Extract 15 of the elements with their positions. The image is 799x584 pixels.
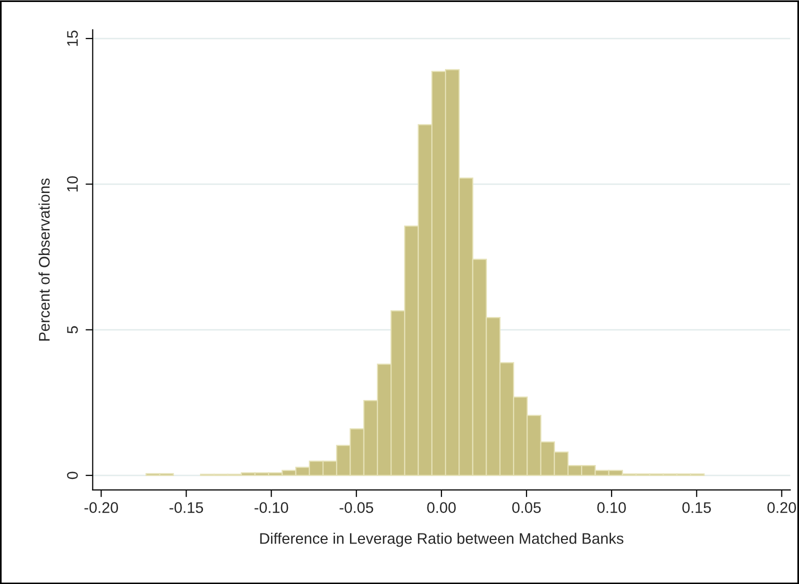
x-tick-label: 0.15	[682, 502, 711, 514]
x-tick-label: -0.15	[170, 502, 204, 514]
x-tick-label: 0.05	[512, 502, 541, 514]
x-tick-label: -0.05	[340, 502, 374, 514]
x-tick-label: -0.10	[254, 502, 288, 514]
y-tick-label: 5	[67, 326, 78, 334]
x-tick-label: 0.00	[427, 502, 456, 514]
y-tick-label: 15	[67, 30, 78, 46]
x-axis-title: Difference in Leverage Ratio between Matched Banks	[260, 532, 624, 547]
y-axis-title: Percent of Observations	[38, 178, 50, 341]
x-tick-label: -0.20	[84, 502, 118, 514]
y-tick-label: 10	[67, 176, 78, 192]
x-tick-label: 0.20	[767, 502, 796, 514]
y-tick-label: 0	[67, 472, 78, 480]
x-tick-label: 0.10	[597, 502, 626, 514]
